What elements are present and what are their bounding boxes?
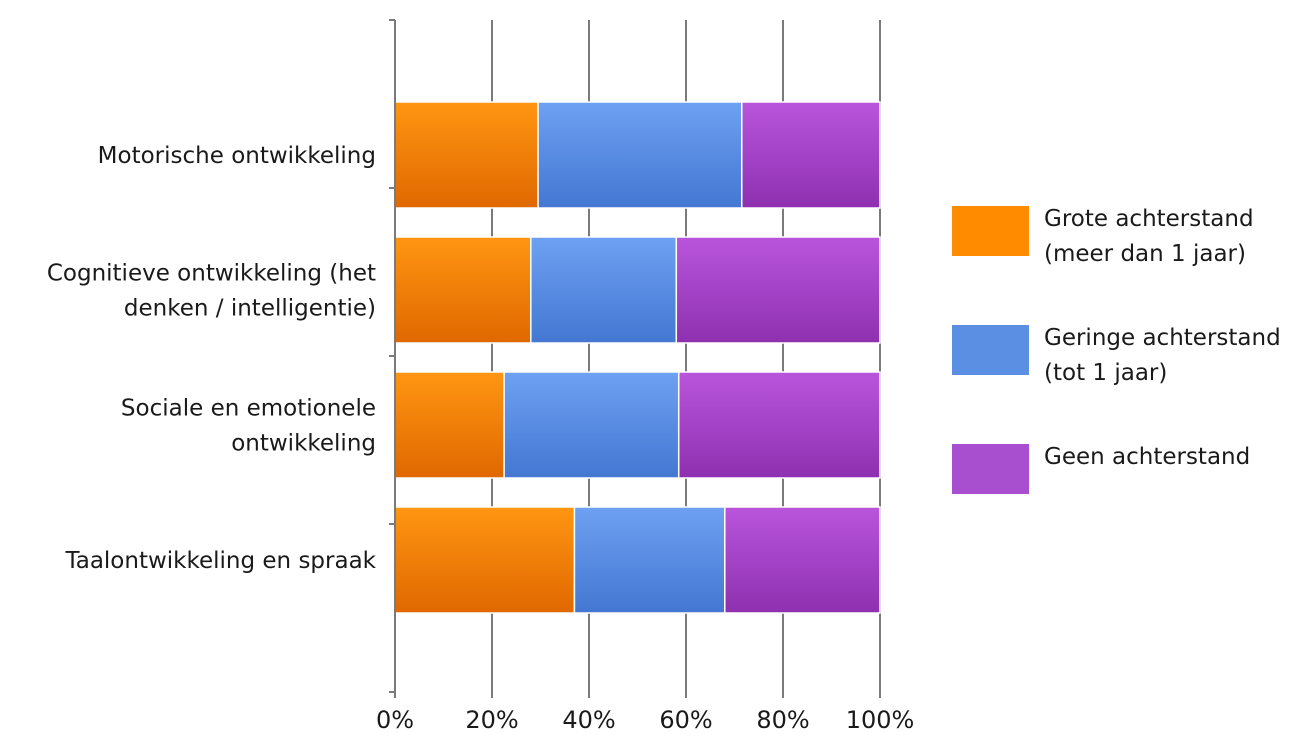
legend-label: Geen achterstand [1044, 444, 1250, 470]
legend-swatch [952, 444, 1029, 494]
category-labels: Motorische ontwikkeling Cognitieve ontwik… [47, 143, 377, 574]
bar-segment [530, 236, 678, 344]
x-tick-label: 60% [659, 706, 712, 734]
bar-segment [394, 101, 539, 209]
bar-segment [741, 101, 881, 209]
legend-label: (tot 1 jaar) [1044, 360, 1167, 386]
x-tick-label: 0% [376, 706, 414, 734]
bar-segment [724, 506, 881, 614]
bar-segment [573, 506, 726, 614]
x-tick-label: 80% [756, 706, 809, 734]
bar-segment [394, 236, 532, 344]
category-label: Sociale en emotionele [121, 396, 376, 422]
category-label: denken / intelligentie) [124, 296, 376, 322]
bar-segment [677, 371, 881, 479]
bar-segment [394, 371, 505, 479]
bar-segment [503, 371, 680, 479]
legend-swatch [952, 325, 1029, 375]
bar-segment [394, 506, 576, 614]
category-label: Motorische ontwikkeling [98, 143, 376, 169]
legend-label: (meer dan 1 jaar) [1044, 241, 1246, 267]
bars [394, 101, 881, 614]
x-tick-labels: 0% 20% 40% 60% 80% 100% [376, 706, 914, 734]
axes [389, 19, 881, 698]
x-tick-label: 40% [562, 706, 615, 734]
category-label: Taalontwikkeling en spraak [64, 548, 376, 574]
category-label: Cognitieve ontwikkeling (het [47, 261, 376, 287]
legend-label: Grote achterstand [1044, 206, 1254, 232]
x-tick-label: 20% [465, 706, 518, 734]
legend-swatch [952, 206, 1029, 256]
category-label: ontwikkeling [231, 431, 376, 457]
x-tick-label: 100% [846, 706, 915, 734]
bar-segment [675, 236, 881, 344]
legend-label: Geringe achterstand [1044, 325, 1281, 351]
bar-segment [537, 101, 743, 209]
legend: Grote achterstand (meer dan 1 jaar) Gering… [952, 206, 1281, 494]
